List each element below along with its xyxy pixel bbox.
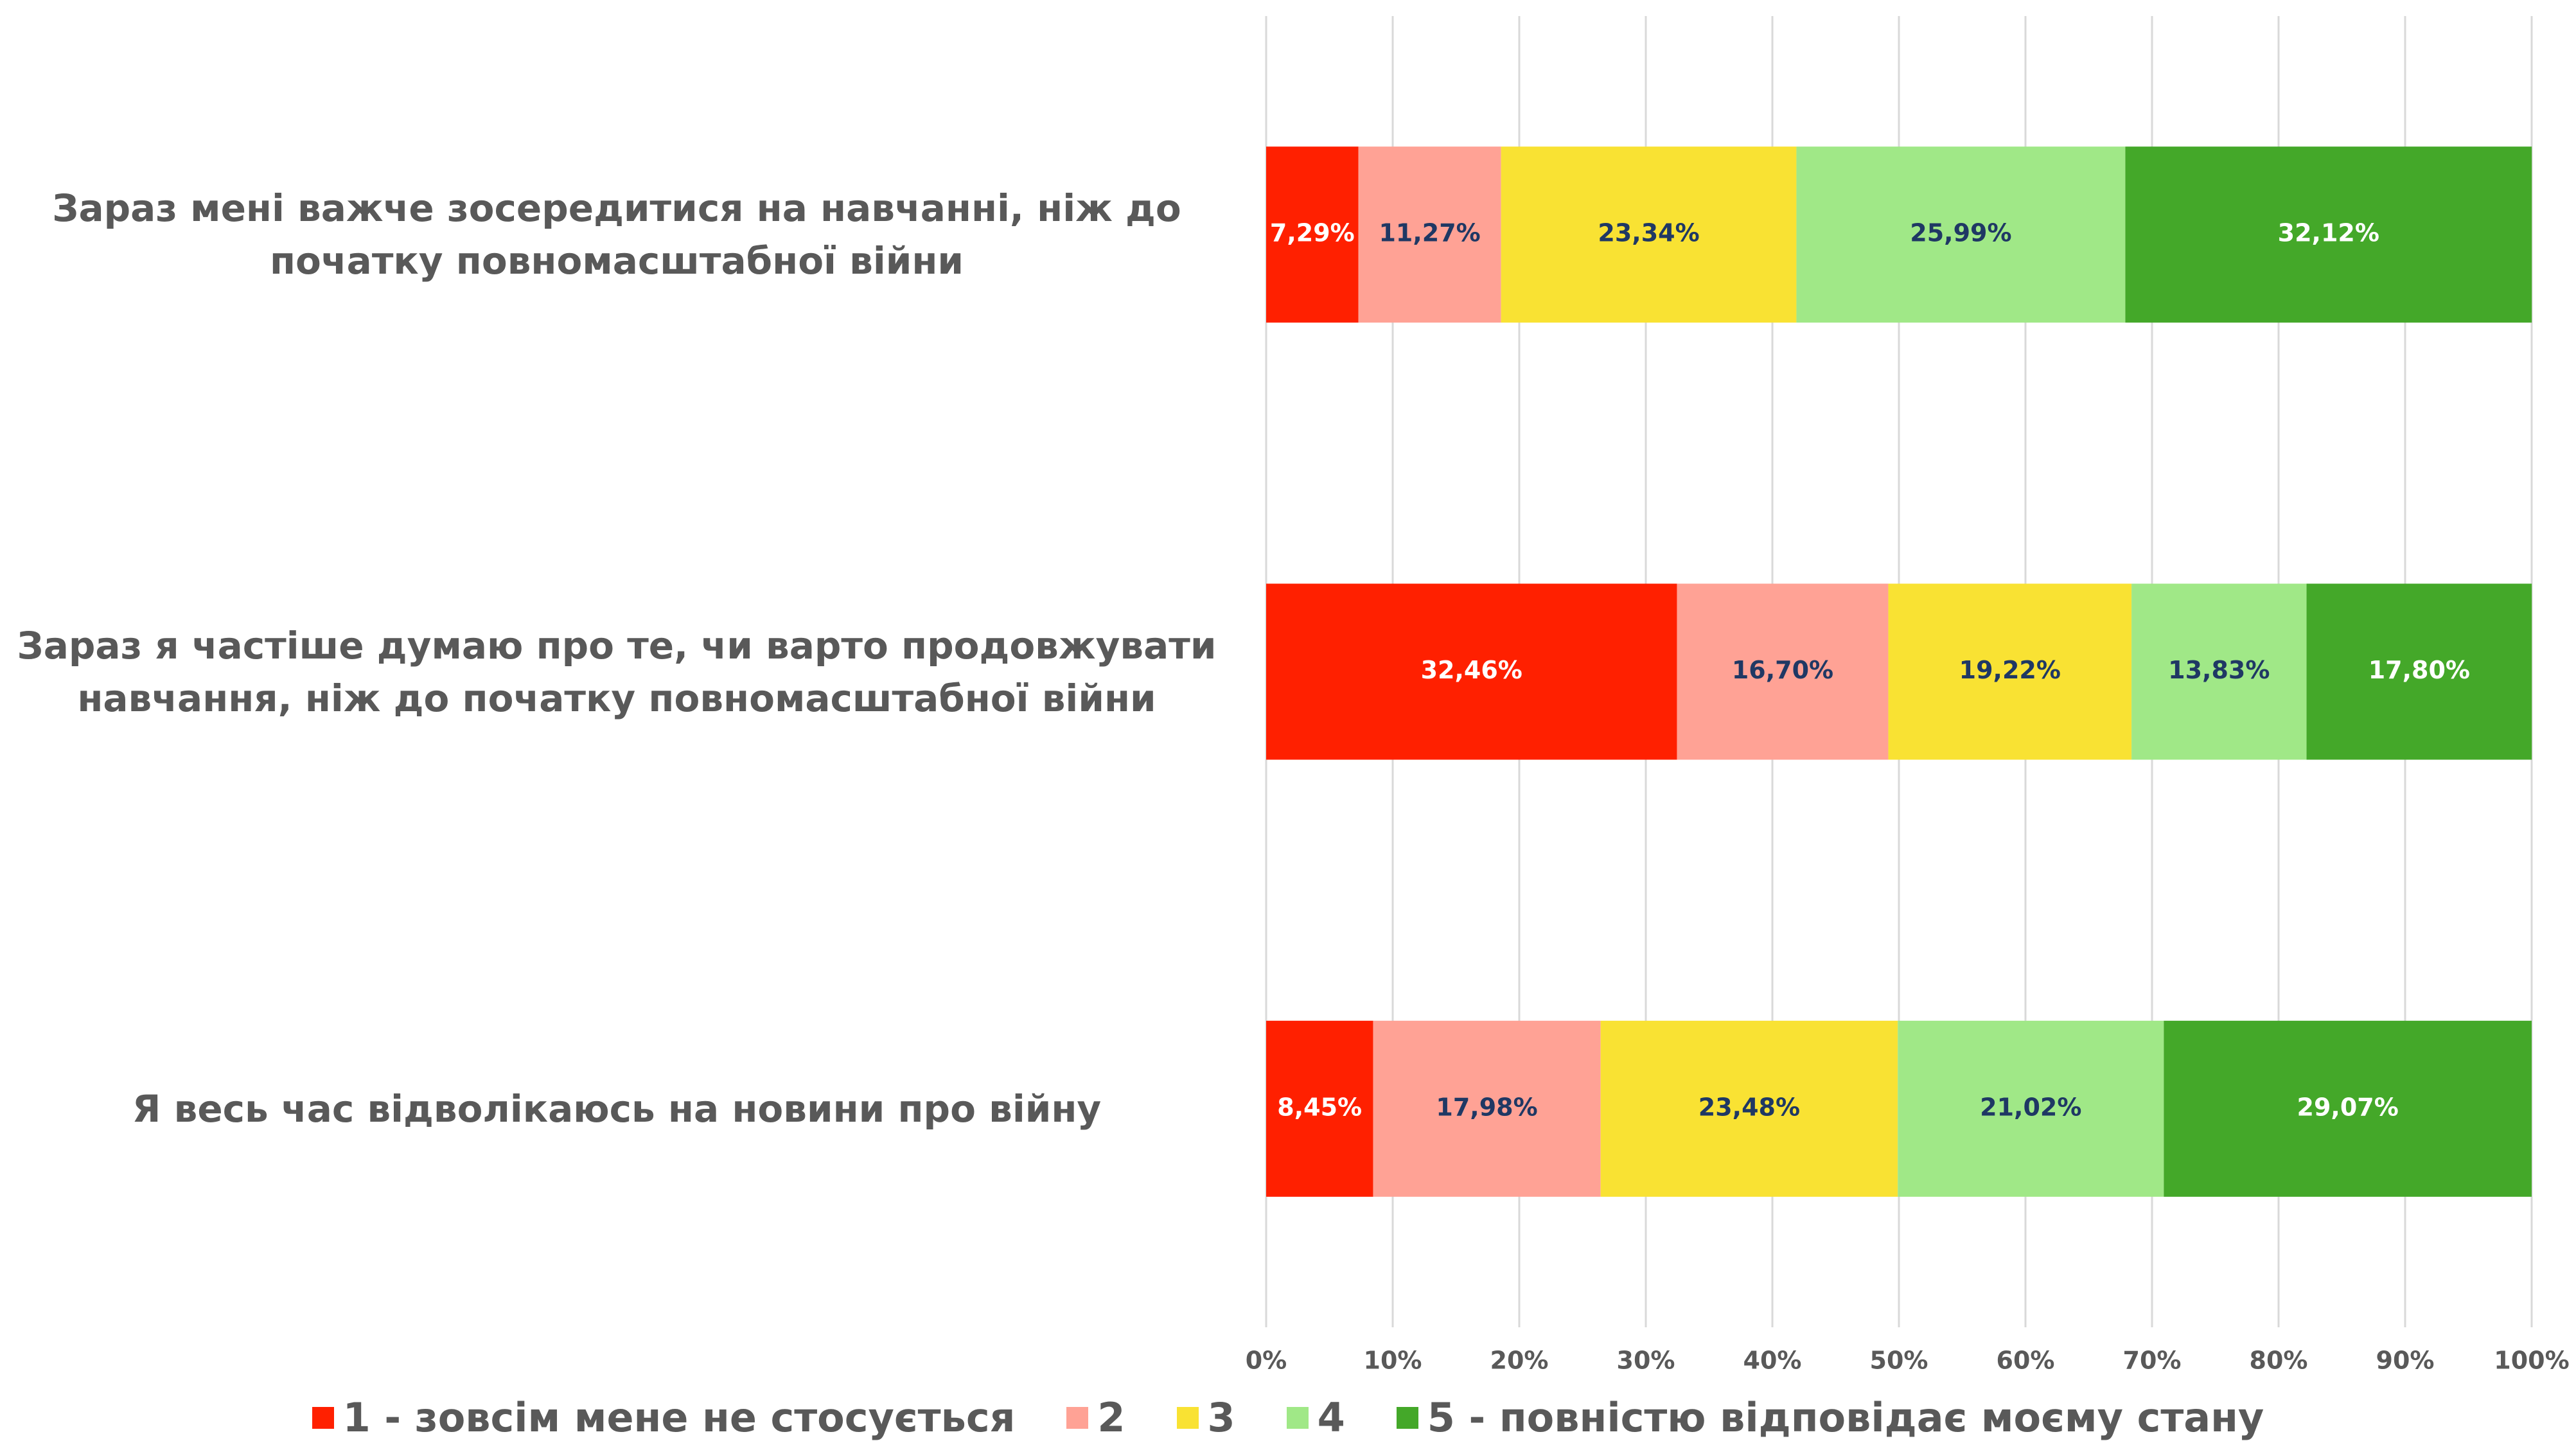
data-label: 8,45%: [1277, 1093, 1362, 1121]
bar-segment: [1373, 1020, 1601, 1197]
data-label: 32,46%: [1421, 656, 1522, 684]
data-label: 23,48%: [1698, 1093, 1800, 1121]
legend-item: 2: [1066, 1394, 1125, 1441]
x-tick-label: 100%: [2494, 1347, 2569, 1375]
data-label: 13,83%: [2168, 656, 2270, 684]
bar-segment: [2131, 583, 2307, 760]
legend-item: 4: [1286, 1394, 1345, 1441]
bar-segment: [1501, 146, 1797, 323]
x-tick-label: 30%: [1617, 1347, 1675, 1375]
x-tick-label: 60%: [1997, 1347, 2055, 1375]
legend-label: 2: [1097, 1394, 1125, 1441]
legend-swatch: [312, 1406, 334, 1429]
data-label: 7,29%: [1270, 219, 1355, 247]
category-label: Я весь час відволікаюсь на новини про ві…: [132, 1086, 1102, 1131]
bar-segment: [2125, 146, 2532, 323]
legend-item: 1 - зовсім мене не стосується: [312, 1394, 1016, 1441]
data-label: 16,70%: [1732, 656, 1833, 684]
data-label: 29,07%: [2297, 1093, 2399, 1121]
bar-segment: [1266, 1020, 1373, 1197]
bar-segment: [1358, 146, 1501, 323]
category-label: Зараз мені важче зосередитися на навчанн…: [52, 186, 1181, 283]
bar-segment: [1266, 583, 1677, 760]
bar-segment: [1266, 146, 1359, 323]
bar-segment: [1600, 1020, 1898, 1197]
bar-segment: [2164, 1020, 2532, 1197]
bar-segment: [1796, 146, 2126, 323]
data-label: 19,22%: [1959, 656, 2061, 684]
category-label: Зараз я частіше думаю про те, чи варто п…: [17, 623, 1217, 720]
legend-swatch: [1176, 1406, 1199, 1429]
data-label: 23,34%: [1598, 219, 1699, 247]
legend-label: 1 - зовсім мене не стосується: [342, 1394, 1016, 1441]
bar-segment: [2306, 583, 2532, 760]
x-tick-label: 20%: [1490, 1347, 1549, 1375]
x-tick-label: 10%: [1364, 1347, 1422, 1375]
x-tick-label: 0%: [1246, 1347, 1287, 1375]
legend-label: 3: [1207, 1394, 1235, 1441]
x-tick-label: 40%: [1743, 1347, 1802, 1375]
x-tick-label: 80%: [2250, 1347, 2308, 1375]
data-label: 25,99%: [1910, 219, 2011, 247]
data-label: 21,02%: [1980, 1093, 2081, 1121]
legend-swatch: [1286, 1406, 1309, 1429]
legend-label: 5 - повністю відповідає моєму стану: [1427, 1394, 2264, 1441]
legend-item: 3: [1176, 1394, 1235, 1441]
data-label: 11,27%: [1379, 219, 1480, 247]
x-tick-label: 90%: [2376, 1347, 2435, 1375]
legend-label: 4: [1317, 1394, 1345, 1441]
data-label: 17,80%: [2369, 656, 2470, 684]
legend-swatch: [1396, 1406, 1418, 1429]
bar-segment: [1888, 583, 2132, 760]
data-label: 17,98%: [1436, 1093, 1537, 1121]
bar-segment: [1677, 583, 1889, 760]
data-label: 32,12%: [2278, 219, 2379, 247]
legend-item: 5 - повністю відповідає моєму стану: [1396, 1394, 2264, 1441]
x-tick-label: 70%: [2123, 1347, 2182, 1375]
x-tick-label: 50%: [1870, 1347, 1928, 1375]
bar-segment: [1898, 1020, 2164, 1197]
legend-swatch: [1066, 1406, 1089, 1429]
legend: 1 - зовсім мене не стосується 2 3 4 5 - повн…: [0, 1394, 2576, 1441]
